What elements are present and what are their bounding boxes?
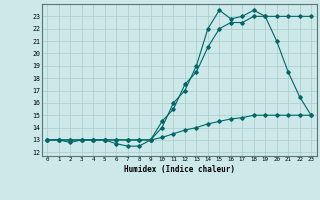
X-axis label: Humidex (Indice chaleur): Humidex (Indice chaleur) — [124, 165, 235, 174]
